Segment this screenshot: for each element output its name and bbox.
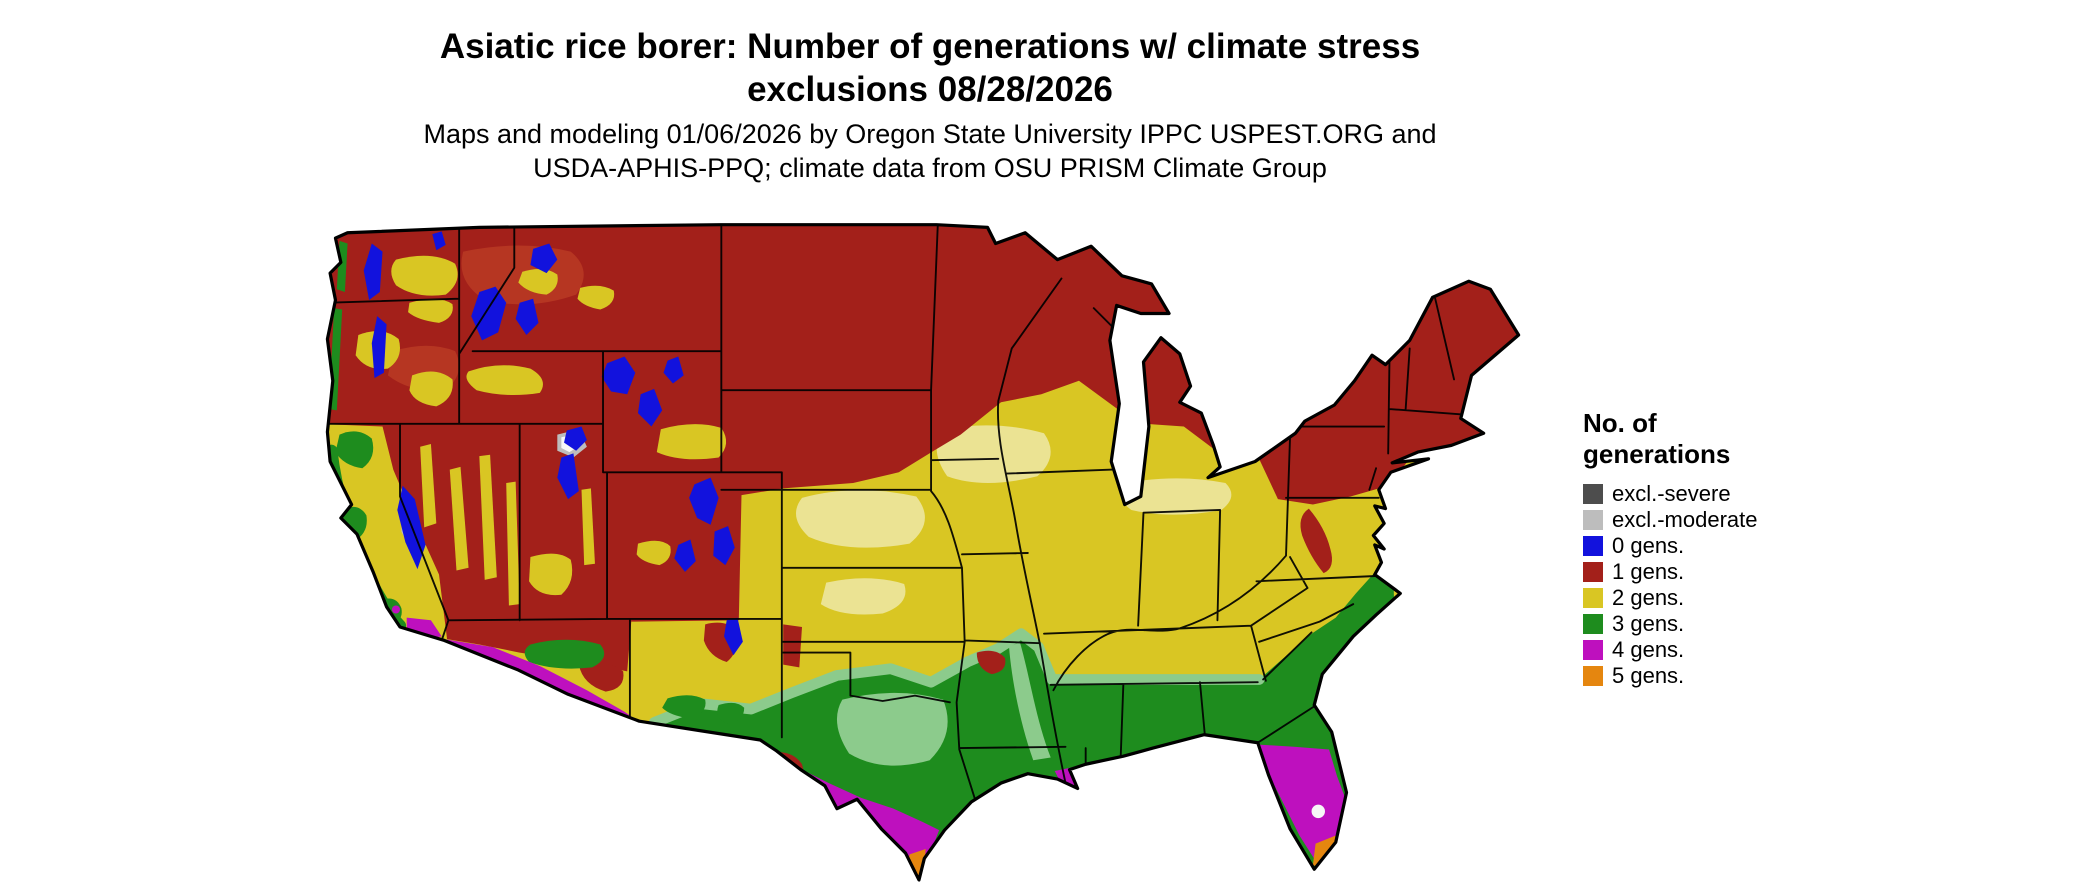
legend-item-label: 2 gens. [1612, 585, 1685, 611]
legend-item-label: 1 gens. [1612, 559, 1685, 585]
legend-item-label: 3 gens. [1612, 611, 1685, 637]
legend-item: 4 gens. [1583, 637, 1758, 663]
map-title-line2: exclusions 08/28/2026 [747, 69, 1113, 109]
legend-item: 0 gens. [1583, 533, 1758, 559]
legend-item-label: excl.-severe [1612, 481, 1731, 507]
map-title: Asiatic rice borer: Number of generation… [0, 26, 1860, 111]
legend-item: excl.-moderate [1583, 507, 1758, 533]
legend-swatch-1-gens [1583, 562, 1603, 583]
legend-swatch-excl-severe [1583, 484, 1603, 505]
legend-item: 1 gens. [1583, 559, 1758, 585]
legend-item: excl.-severe [1583, 481, 1758, 507]
map-layer-pale-green [648, 628, 1265, 766]
legend-item: 5 gens. [1583, 663, 1758, 689]
map-subtitle-line2: USDA-APHIS-PPQ; climate data from OSU PR… [533, 152, 1327, 183]
map-layer-yellow-patches [355, 255, 727, 606]
legend-item: 3 gens. [1583, 611, 1758, 637]
map-subtitle-line1: Maps and modeling 01/06/2026 by Oregon S… [423, 119, 1437, 149]
legend-item: 2 gens. [1583, 585, 1758, 611]
legend-item-label: 0 gens. [1612, 533, 1685, 559]
legend-item-label: 5 gens. [1612, 663, 1685, 689]
legend-swatch-4-gens [1583, 640, 1603, 661]
legend-item-label: excl.-moderate [1612, 507, 1758, 533]
legend-item-label: 4 gens. [1612, 637, 1685, 663]
map-layer-0gens [363, 231, 743, 656]
legend-swatch-5-gens [1583, 666, 1603, 687]
lake-okeechobee [1311, 804, 1325, 819]
legend-title: No. of generations [1583, 408, 1758, 469]
map-layer-pale-yellow [795, 425, 1232, 615]
legend-swatch-3-gens [1583, 614, 1603, 635]
map-title-line1: Asiatic rice borer: Number of generation… [439, 27, 1421, 66]
legend-swatch-0-gens [1583, 536, 1603, 557]
legend-swatch-excl-moderate [1583, 510, 1603, 531]
legend: No. of generations excl.-severe excl.-mo… [1583, 408, 1758, 689]
legend-swatch-2-gens [1583, 588, 1603, 609]
us-outline [325, 223, 1521, 882]
legend-items: excl.-severe excl.-moderate 0 gens. 1 ge… [1583, 481, 1758, 689]
map-subtitle: Maps and modeling 01/06/2026 by Oregon S… [0, 118, 1860, 186]
us-map [318, 222, 1528, 884]
legend-title-line1: No. of [1583, 408, 1657, 438]
us-generations-map-svg [325, 223, 1521, 882]
legend-title-line2: generations [1583, 438, 1731, 469]
